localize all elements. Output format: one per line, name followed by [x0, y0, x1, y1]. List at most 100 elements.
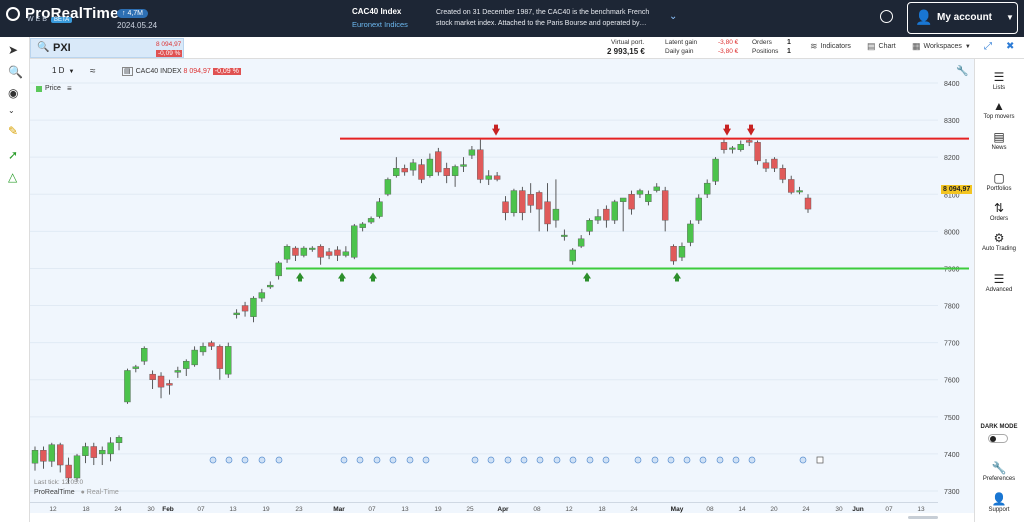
advanced-button[interactable]: ☰ Advanced [974, 272, 1024, 293]
trendline-icon[interactable]: ➚ [8, 148, 19, 162]
x-tick-label: 18 [598, 506, 606, 513]
lists-button[interactable]: ☰ Lists [974, 70, 1024, 91]
x-tick-label: 20 [770, 506, 778, 513]
app-logo[interactable]: ProRealTime [6, 5, 119, 22]
candle [225, 346, 232, 375]
candle [678, 245, 686, 258]
horizontal-scrollbar[interactable] [908, 516, 938, 519]
orders-button[interactable]: ⇅ Orders [974, 201, 1024, 222]
candle [48, 444, 56, 462]
x-tick-label: Apr [497, 506, 509, 513]
candle [250, 297, 257, 317]
event-marker-icon [340, 456, 348, 464]
orders-value[interactable]: 1 [787, 39, 791, 46]
top-movers-button[interactable]: ▲ Top movers [974, 99, 1024, 120]
candle [779, 168, 786, 180]
dark-mode-label: DARK MODE [980, 424, 1018, 430]
candle [65, 464, 72, 479]
wrench-icon[interactable]: 🔧 [956, 66, 969, 77]
fullscreen-icon[interactable]: ⤢ [984, 41, 992, 52]
event-marker-icon [356, 456, 364, 464]
price-legend[interactable]: Price ≡ [36, 84, 72, 93]
x-tick-label: 18 [82, 506, 90, 513]
candle [90, 446, 98, 458]
x-tick-label: 07 [368, 506, 376, 513]
instrument-description: Created on 31 December 1987, the CAC40 i… [436, 9, 650, 27]
event-marker-icon [634, 456, 642, 464]
candle [603, 208, 610, 221]
candle [309, 247, 316, 250]
event-marker-icon [241, 456, 249, 464]
candle [157, 375, 165, 388]
cursor-icon[interactable]: ➤ [8, 43, 19, 57]
instrument-market-link[interactable]: Euronext Indices [352, 20, 408, 29]
news-button[interactable]: ▤ News [974, 130, 1024, 151]
candle [544, 201, 551, 225]
list-icon[interactable]: ≡ [66, 84, 72, 93]
auto-trading-button[interactable]: ⚙ Auto Trading [974, 231, 1024, 252]
event-marker-icon [602, 456, 610, 464]
daily-gain-value: -3,80 € [718, 48, 739, 55]
toolbar-price: 8 094,97 [156, 41, 182, 48]
my-account-button[interactable]: 👤 My account ▼ [907, 2, 1018, 34]
search-input[interactable]: PXI [53, 42, 71, 54]
chart-button[interactable]: ▤ Chart [867, 41, 896, 51]
y-tick-label: 8000 [944, 229, 960, 236]
support-button[interactable]: 👤 Support [974, 492, 1024, 513]
eye-icon[interactable]: ◉ [8, 86, 19, 100]
portfolios-button[interactable]: ▢ Portfolios [974, 171, 1024, 192]
candle [535, 192, 543, 210]
orders-label: Orders [752, 39, 772, 46]
candle [594, 216, 602, 221]
candle [149, 373, 156, 380]
candle [527, 194, 534, 206]
positions-value[interactable]: 1 [787, 48, 791, 55]
x-tick-label: 30 [147, 506, 155, 513]
y-tick-label: 7500 [944, 415, 960, 422]
candle [804, 197, 812, 210]
y-tick-label: 7300 [944, 489, 960, 496]
candle [233, 312, 240, 316]
x-tick-label: 24 [802, 506, 810, 513]
y-tick-label: 7700 [944, 341, 960, 348]
event-marker-icon [748, 456, 756, 464]
buy-arrow-icon [369, 272, 377, 282]
volume-badge: ↑ 4,7M [117, 9, 149, 18]
workspaces-icon: ▦ [912, 41, 921, 51]
candle [460, 164, 467, 167]
candle [107, 442, 114, 455]
globe-icon[interactable] [880, 10, 893, 23]
x-tick-label: Feb [162, 506, 174, 513]
candle [586, 220, 593, 232]
event-marker-icon [520, 456, 528, 464]
event-marker-icon [209, 456, 217, 464]
dark-mode-toggle[interactable] [988, 434, 1008, 443]
event-marker-icon [683, 456, 691, 464]
candle [729, 147, 736, 150]
candle [510, 190, 518, 214]
chart-toolbar: 🔍 PXI 8 094,97 -0,09 % Virtual port. 2 9… [0, 37, 1024, 59]
close-icon[interactable]: ✖ [1006, 41, 1015, 52]
x-tick-label: 24 [114, 506, 122, 513]
chevron-down-icon[interactable]: ⌄ [669, 11, 678, 22]
instrument-name: CAC40 Index [352, 7, 402, 16]
period-selector[interactable]: 1 D ▼ [52, 66, 75, 75]
search-box[interactable]: 🔍 PXI 8 094,97 -0,09 % [30, 38, 184, 58]
buy-arrow-icon [583, 272, 591, 282]
indicators-button[interactable]: ≋ Indicators [810, 41, 851, 51]
news-icon: ▤ [993, 130, 1005, 144]
chevron-down-icon[interactable]: ⌄ [8, 106, 15, 115]
workspaces-button[interactable]: ▦ Workspaces ▼ [912, 41, 971, 51]
candle [561, 234, 568, 237]
event-marker-icon [651, 456, 659, 464]
chart-area[interactable] [30, 59, 974, 513]
zoom-icon[interactable]: 🔍 [8, 65, 23, 79]
instrument-icon: ▤ [122, 67, 133, 76]
candle [342, 251, 350, 256]
search-icon: 🔍 [37, 42, 50, 53]
chart-type-icon[interactable]: ≈ [90, 66, 96, 77]
pencil-line-icon[interactable]: ✎ [8, 124, 19, 138]
preferences-button[interactable]: 🔧 Preferences [974, 461, 1024, 482]
fibonacci-icon[interactable]: △ [8, 170, 18, 184]
